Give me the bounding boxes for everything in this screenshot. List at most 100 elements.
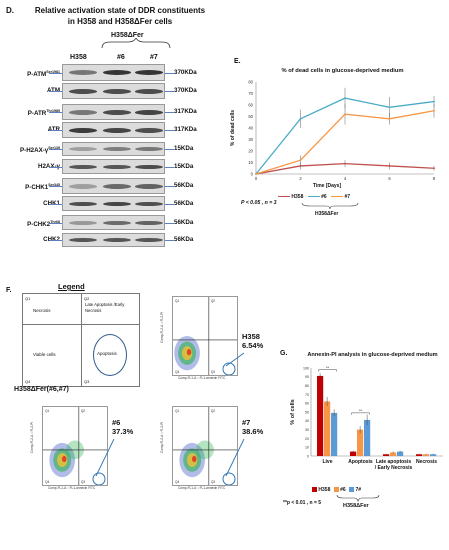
- blot-band: [103, 147, 131, 152]
- line-chart-y-tick: 60: [248, 103, 253, 108]
- sig-bracket-live: [318, 369, 337, 372]
- blot-band: [135, 238, 163, 243]
- flow-legend-apoptosis-circle: [93, 334, 127, 376]
- blot-band: [69, 147, 97, 152]
- flow-plot-annotation: #6 37.3%: [112, 418, 133, 436]
- flow-group-label: H358ΔFer(#6,#7): [14, 386, 69, 393]
- blot-band: [135, 201, 163, 206]
- blot-kda-label: 56KDa: [174, 218, 194, 226]
- flow-plot-canvas: Q1 Q2 Q4 Q3: [43, 407, 107, 486]
- blot-protein-name: P-CHK2: [27, 220, 51, 228]
- blot-row-label: ATR: [16, 126, 60, 133]
- flow-q1-label: Q1: [175, 299, 179, 303]
- bar: [383, 454, 390, 456]
- blot-row-label: CHK2: [16, 236, 60, 243]
- blot-strip: [62, 159, 165, 174]
- blot-site-label: Thr1989: [46, 109, 60, 113]
- flow-q4-label: Q4: [175, 370, 179, 374]
- flow-pointer-arrow: [95, 438, 115, 477]
- flow-legend-q2: Q2: [84, 296, 90, 301]
- legend-swatch-7: [331, 195, 344, 198]
- bar-chart-y-tick: 30: [305, 428, 309, 432]
- panel-e-letter: E.: [234, 58, 241, 65]
- blot-left-arrow: [49, 91, 62, 92]
- bar-legend-swatch-6: [333, 487, 339, 493]
- bar: [416, 454, 423, 456]
- panel-d-title-line2: in H358 and H358ΔFer cells: [67, 17, 173, 26]
- blot-kda-label: 56KDa: [174, 182, 194, 189]
- blot-protein-name: ATM: [47, 87, 60, 94]
- bar-legend-swatch-h358: [312, 487, 317, 493]
- blot-right-arrow: [165, 149, 174, 150]
- sig-bracket-apoptosis: [351, 412, 370, 415]
- blot-band: [135, 109, 163, 115]
- lane-label-7: #7: [150, 54, 158, 61]
- blot-band: [103, 109, 131, 115]
- flow-plot-#6: Q1 Q2 Q4 Q3: [42, 406, 108, 486]
- bar-chart-legend: H358 #6 7#: [312, 487, 361, 493]
- blot-left-arrow: [49, 72, 62, 74]
- line-point: [299, 165, 302, 167]
- line-point: [433, 109, 435, 112]
- lane-label-h358: H358: [70, 54, 87, 61]
- flow-q2-label: Q2: [81, 409, 85, 413]
- bar-chart-y-tick: 80: [305, 384, 309, 388]
- blot-row-label: P-ATMSer1981: [16, 69, 60, 78]
- blot-band: [103, 70, 131, 76]
- blot-row-label: P-CHK1Ser345: [16, 182, 60, 191]
- blot-band: [103, 127, 131, 133]
- panel-d-group-bracket: [101, 38, 171, 49]
- sig-mark-apoptosis: **: [359, 408, 363, 413]
- blot-kda-label: 15KDa: [174, 145, 194, 152]
- bar-chart-category-label: Necrosis: [416, 459, 437, 465]
- line-chart-x-tick: 0: [255, 176, 258, 181]
- flow-plot-H358: Q1 Q2 Q4 Q3: [172, 296, 238, 376]
- line-chart-x-tick: 8: [433, 176, 436, 181]
- flow-legend-q1: Q1: [25, 296, 31, 301]
- blot-band: [69, 88, 97, 94]
- flow-x-axis-label: Comp-FL1-A :: FL1-annexin FITC: [178, 486, 226, 490]
- flow-legend-box: Q1 Q2 Q4 Q3 Necrosis Late Apoptosis /Ear…: [22, 293, 140, 387]
- blot-strip: [62, 83, 165, 99]
- bar: [357, 429, 364, 456]
- bar-chart-y-tick: 20: [305, 437, 309, 441]
- line-point: [299, 159, 302, 162]
- blot-strip: [62, 178, 165, 194]
- blot-right-arrow: [165, 112, 174, 113]
- blot-band: [103, 238, 131, 243]
- blot-kda-label: 370KDa: [174, 87, 197, 94]
- bar: [397, 451, 404, 456]
- flow-q3-label: Q3: [81, 480, 85, 484]
- flow-plot-annotation: H358 6.54%: [242, 332, 263, 350]
- line-chart-y-tick: 50: [248, 114, 253, 119]
- bar-chart-y-tick: 50: [305, 410, 309, 414]
- blot-band: [135, 183, 163, 189]
- blot-protein-name: P-CHK1: [25, 184, 49, 192]
- blot-left-arrow: [49, 222, 62, 224]
- bar-chart-y-tick: 90: [305, 375, 309, 379]
- bar-chart-y-label: % of cells: [290, 399, 296, 424]
- blot-strip: [62, 233, 165, 247]
- legend-swatch-h358: [278, 195, 290, 198]
- lane-label-6: #6: [117, 54, 125, 61]
- line-chart-title: % of dead cells in glucose-deprived medi…: [281, 68, 404, 74]
- blot-row-label: P-ATRThr1989: [16, 108, 60, 117]
- blot-protein-name: P-H2AX-γ: [20, 147, 49, 155]
- flow-plot-canvas: Q1 Q2 Q4 Q3: [173, 297, 237, 376]
- flow-legend-q4: Q4: [25, 379, 31, 384]
- line-chart: 0 10 20 30 40 50 60 70 80 0 2 4 6 8 % of dead cells: [230, 80, 436, 182]
- bar: [317, 375, 324, 456]
- blot-site-label: Ser1981: [46, 69, 60, 74]
- blot-row-label: CHK1: [16, 200, 60, 207]
- blot-left-arrow: [49, 112, 62, 113]
- blot-left-arrow: [49, 149, 62, 150]
- flow-pointer-arrow: [225, 352, 245, 367]
- bar-legend-h358: H358: [318, 487, 331, 493]
- blot-protein-name: P-ATR: [27, 110, 47, 118]
- flow-sample-label: #7: [242, 418, 251, 427]
- panel-d-title-line1: Relative activation state of DDR constit…: [34, 6, 206, 15]
- flow-sample-label: H358: [242, 332, 260, 341]
- blot-band: [135, 127, 163, 133]
- blot-band: [69, 201, 97, 206]
